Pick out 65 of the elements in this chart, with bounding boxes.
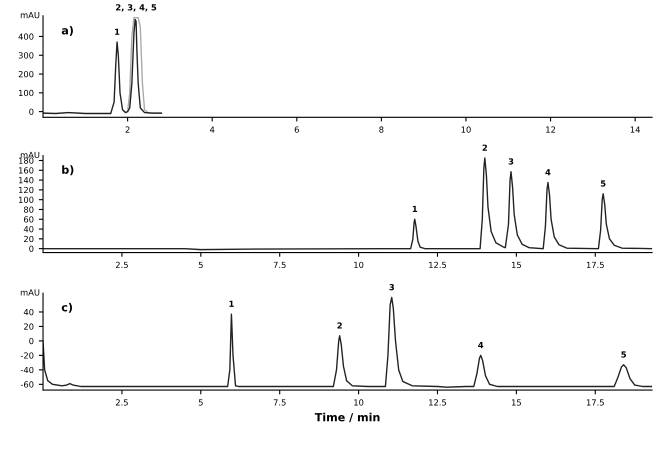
x-tick-label: 5 <box>198 262 203 268</box>
annotation: 2 <box>482 144 487 151</box>
y-tick-label: 400 <box>18 33 34 40</box>
line-series <box>43 157 652 250</box>
y-tick-label: 300 <box>18 52 34 59</box>
y-tick-label: 40 <box>24 226 34 232</box>
y-tick-label: 60 <box>24 216 34 223</box>
y-tick-label: 140 <box>19 177 34 184</box>
x-tick-label: 2.5 <box>116 399 128 406</box>
y-tick-label: 200 <box>18 71 34 78</box>
x-tick-label: 10 <box>462 126 471 133</box>
x-tick-label: 17.5 <box>586 399 604 406</box>
x-tick-label: 7.5 <box>274 262 286 268</box>
text: a) <box>62 26 73 36</box>
x-tick-label: 15 <box>512 399 521 406</box>
line-series <box>126 16 150 114</box>
line-series <box>43 296 652 388</box>
annotation: 5 <box>621 351 626 358</box>
y-axis-title: mAU <box>20 289 40 296</box>
y-tick-label: 100 <box>19 90 34 96</box>
line-series <box>43 18 162 114</box>
x-axis-title: Time / min <box>314 412 380 422</box>
y-axis-title: mAU <box>20 152 40 158</box>
y-tick-label: 0 <box>29 108 34 115</box>
y-tick-label: 100 <box>19 196 34 203</box>
x-tick-label: 15 <box>512 262 521 268</box>
y-tick-label: -60 <box>20 381 34 388</box>
x-tick-label: 12.5 <box>429 262 446 268</box>
y-tick-label: 160 <box>19 167 34 174</box>
annotation: 3 <box>389 284 394 290</box>
y-tick-label: -40 <box>20 366 34 374</box>
text: b) <box>62 165 74 176</box>
y-tick-label: 20 <box>24 323 34 330</box>
annotation: 3 <box>508 158 514 165</box>
annotation: 4 <box>478 342 484 348</box>
annotation: 1 <box>115 28 120 35</box>
annotation: 4 <box>545 169 550 176</box>
x-tick-label: 12 <box>546 126 556 133</box>
x-tick-label: 12.5 <box>429 399 446 406</box>
y-tick-label: 0 <box>29 338 34 344</box>
x-tick-label: 2.5 <box>116 262 128 268</box>
y-tick-label: 180 <box>19 157 34 164</box>
x-tick-label: 8 <box>379 126 384 133</box>
x-tick-label: 4 <box>210 126 214 133</box>
y-tick-label: 20 <box>24 236 34 242</box>
y-tick-label: 120 <box>19 186 34 194</box>
y-tick-label: 40 <box>24 308 34 316</box>
x-tick-label: 10 <box>354 399 364 406</box>
x-tick-label: 17.5 <box>586 262 604 268</box>
y-tick-label: 80 <box>24 206 34 213</box>
x-tick-label: 6 <box>294 126 299 133</box>
y-tick-label: 0 <box>29 246 34 252</box>
x-tick-label: 14 <box>630 126 640 133</box>
text: c) <box>62 302 72 313</box>
x-tick-label: 10 <box>354 262 364 268</box>
annotation: 5 <box>600 180 606 187</box>
annotation: 1 <box>229 300 234 307</box>
x-tick-label: 7.5 <box>274 399 286 406</box>
annotation: 1 <box>412 206 418 212</box>
annotation: 2 <box>337 322 342 329</box>
annotation: 2, 3, 4, 5 <box>116 4 156 12</box>
x-tick-label: 2 <box>126 126 130 133</box>
x-tick-label: 5 <box>198 399 203 406</box>
y-tick-label: -20 <box>20 352 34 359</box>
y-axis-title: mAU <box>20 12 40 18</box>
